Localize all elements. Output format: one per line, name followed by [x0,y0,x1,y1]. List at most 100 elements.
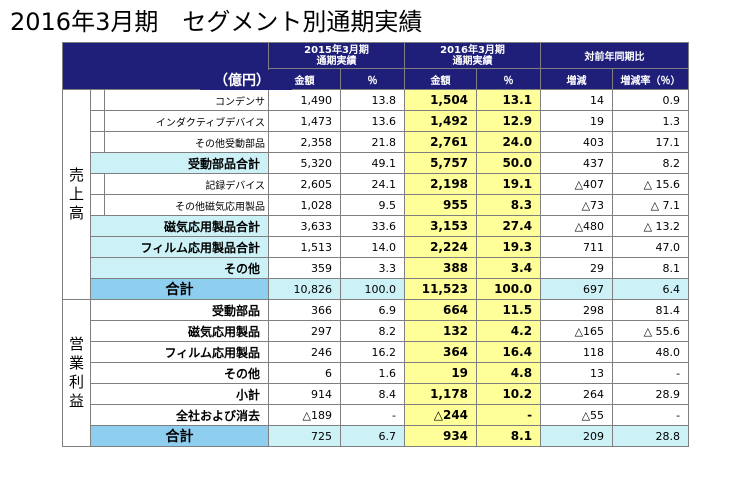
section-label-char: 業 [68,354,84,372]
cell-change: △407 [540,173,614,195]
row-label: その他 [89,257,270,279]
header-row-1: 2015年3月期 通期実績 2016年3月期 通期実績 対前年同期比 [61,42,690,90]
table-row: その他磁気応用製品 1,028 9.5 955 8.3 △73 △ 7.1 [63,194,690,216]
cell-amount-2015: 3,633 [268,215,342,237]
cell-pct-2015: 33.6 [340,215,406,237]
row-label: 小計 [89,383,270,405]
cell-change: 13 [540,362,614,384]
cell-change: 437 [540,152,614,174]
row-label: その他受動部品 [103,131,270,153]
cell-pct-2015: 3.3 [340,257,406,279]
indent-cell [90,131,105,153]
cell-amount-2015: 5,320 [268,152,342,174]
cell-amount-2016: △244 [404,404,478,426]
cell-amount-2015: 6 [268,362,342,384]
cell-pct-2016: 8.1 [476,425,542,447]
cell-pct-2016: 13.1 [476,89,542,111]
cell-change-rate: 47.0 [612,236,690,258]
cell-amount-2015: 1,473 [268,110,342,132]
cell-amount-2015: 2,605 [268,173,342,195]
row-label: 受動部品 [89,299,270,321]
table-row: その他受動部品 2,358 21.8 2,761 24.0 403 17.1 [63,131,690,153]
cell-change-rate: 8.1 [612,257,690,279]
table-row: 記録デバイス 2,605 24.1 2,198 19.1 △407 △ 15.6 [63,173,690,195]
indent-cell [90,110,105,132]
cell-pct-2016: 3.4 [476,257,542,279]
cell-pct-2015: 24.1 [340,173,406,195]
cell-amount-2016: 388 [404,257,478,279]
cell-change-rate: 28.9 [612,383,690,405]
cell-change-rate: △ 15.6 [612,173,690,195]
table-row: 営業利益受動部品 366 6.9 664 11.5 298 81.4 [62,299,690,447]
header-fy2016: 2016年3月期 通期実績 [404,42,542,69]
row-label: フィルム応用製品 [89,341,270,363]
header-amount-2016: 金額 [404,68,478,90]
sales-total-row: 合計 10,826 100.0 11,523 100.0 697 6.4 [63,278,690,300]
cell-pct-2015: 21.8 [340,131,406,153]
cell-amount-2016: 2,761 [404,131,478,153]
section-label-char: 上 [68,185,84,203]
cell-amount-2015: △189 [268,404,342,426]
cell-amount-2016: 1,178 [404,383,478,405]
indent-cell [90,194,105,216]
row-label: フィルム応用製品合計 [89,236,270,258]
header-blank [61,42,270,90]
cell-pct-2015: 6.9 [340,299,406,321]
cell-pct-2015: 8.4 [340,383,406,405]
cell-pct-2016: 11.5 [476,299,542,321]
cell-amount-2016: 934 [404,425,478,447]
cell-pct-2015: 49.1 [340,152,406,174]
cell-amount-2015: 1,028 [268,194,342,216]
cell-amount-2016: 5,757 [404,152,478,174]
cell-change-rate: - [612,362,690,384]
row-label: コンデンサ [103,89,270,111]
table-row: フィルム応用製品 246 16.2 364 16.4 118 48.0 [63,341,690,363]
cell-pct-2016: 27.4 [476,215,542,237]
cell-change-rate: △ 7.1 [612,194,690,216]
cell-pct-2016: 4.8 [476,362,542,384]
cell-amount-2016: 1,492 [404,110,478,132]
cell-change-rate: - [612,404,690,426]
cell-amount-2015: 1,513 [268,236,342,258]
header-fy2015: 2015年3月期 通期実績 [268,42,406,69]
cell-change: △73 [540,194,614,216]
table-row: 売上高コンデンサ 1,490 13.8 1,504 13.1 14 0.9 [62,89,690,300]
cell-pct-2016: 24.0 [476,131,542,153]
cell-pct-2015: 6.7 [340,425,406,447]
cell-change-rate: △ 13.2 [612,215,690,237]
cell-amount-2015: 2,358 [268,131,342,153]
cell-amount-2016: 364 [404,341,478,363]
row-label: インダクティブデバイス [103,110,270,132]
segment-results-table: 2015年3月期 通期実績 2016年3月期 通期実績 対前年同期比 金額 ％ … [61,42,690,447]
cell-change: 697 [540,278,614,300]
sales-section-label: 売上高 [62,89,91,300]
cell-change: 711 [540,236,614,258]
cell-change: 19 [540,110,614,132]
cell-amount-2015: 914 [268,383,342,405]
cell-change-rate: 1.3 [612,110,690,132]
cell-change: 29 [540,257,614,279]
cell-change: 118 [540,341,614,363]
row-label: その他 [89,362,270,384]
section-label-char: 営 [68,335,84,353]
cell-change: 264 [540,383,614,405]
cell-amount-2016: 11,523 [404,278,478,300]
header-pct-2015: ％ [340,68,406,90]
total-label: 合計 [89,425,270,447]
cell-pct-2016: 19.1 [476,173,542,195]
cell-change: 14 [540,89,614,111]
table-row: 小計 914 8.4 1,178 10.2 264 28.9 [63,383,690,405]
fy2015-full-year-label: 通期実績 [316,55,357,67]
cell-amount-2015: 297 [268,320,342,342]
cell-pct-2015: 13.8 [340,89,406,111]
table-row: 磁気応用製品合計 3,633 33.6 3,153 27.4 △480 △ 13.2 [63,215,690,237]
cell-amount-2015: 1,490 [268,89,342,111]
table-row: その他 359 3.3 388 3.4 29 8.1 [63,257,690,279]
cell-change-rate: 17.1 [612,131,690,153]
section-label-char: 利 [68,373,84,391]
cell-pct-2015: 100.0 [340,278,406,300]
cell-change: 403 [540,131,614,153]
header-yoy: 対前年同期比 [540,42,690,69]
cell-change: △480 [540,215,614,237]
cell-pct-2016: 4.2 [476,320,542,342]
